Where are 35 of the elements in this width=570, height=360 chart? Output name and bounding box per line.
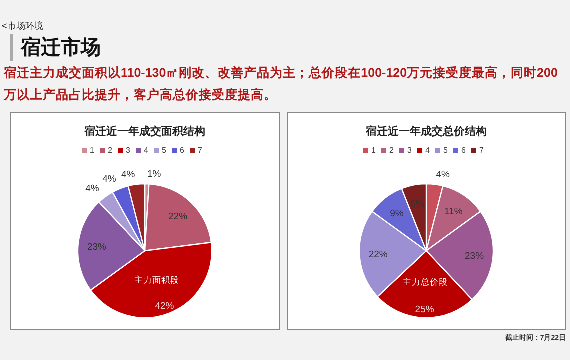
data-label: 25% [415,304,435,316]
data-label: 42% [155,300,175,312]
chart-title: 宿迁近一年成交总价结构 [365,125,487,138]
legend-label: 6 [180,146,185,155]
legend-label: 7 [198,146,203,155]
data-label: 6% [410,199,425,210]
legend-label: 4 [144,146,149,155]
text: 宿迁市场 [10,34,101,61]
legend-label: 7 [480,146,484,155]
legend-label: 6 [462,146,466,155]
text: 主力总价段 [402,277,448,288]
data-label: 1% [147,168,162,180]
legend-label: 2 [108,146,113,155]
legend-label: 4 [426,146,430,155]
legend-label: 3 [408,146,412,155]
chart-title: 宿迁近一年成交面积结构 [84,125,206,138]
legend-label: 3 [126,146,131,155]
data-label: 22% [168,211,188,222]
data-label: 4% [436,169,451,180]
data-label: 4% [102,174,117,186]
text: 主力面积段 [134,274,180,285]
legend-label: 1 [372,146,376,155]
data-label: 4% [122,169,136,180]
legend-label: 1 [90,146,95,155]
data-label: 4% [86,184,100,195]
data-label: 23% [87,242,108,253]
data-label: 22% [368,250,388,261]
data-label: 11% [444,206,464,218]
legend-label: 2 [390,146,394,155]
legend-label: 5 [444,146,448,155]
text: <市场环境 [2,20,44,33]
data-label: 9% [390,208,404,220]
text: 宿迁主力成交面积以110-130㎡刚改、改善产品为主；总价段在100-120万元接受度最高，同时200万以上产品占比提升，客户高总价接受度提高。 [4,65,559,104]
legend-label: 5 [162,146,167,155]
data-label: 23% [465,251,485,262]
